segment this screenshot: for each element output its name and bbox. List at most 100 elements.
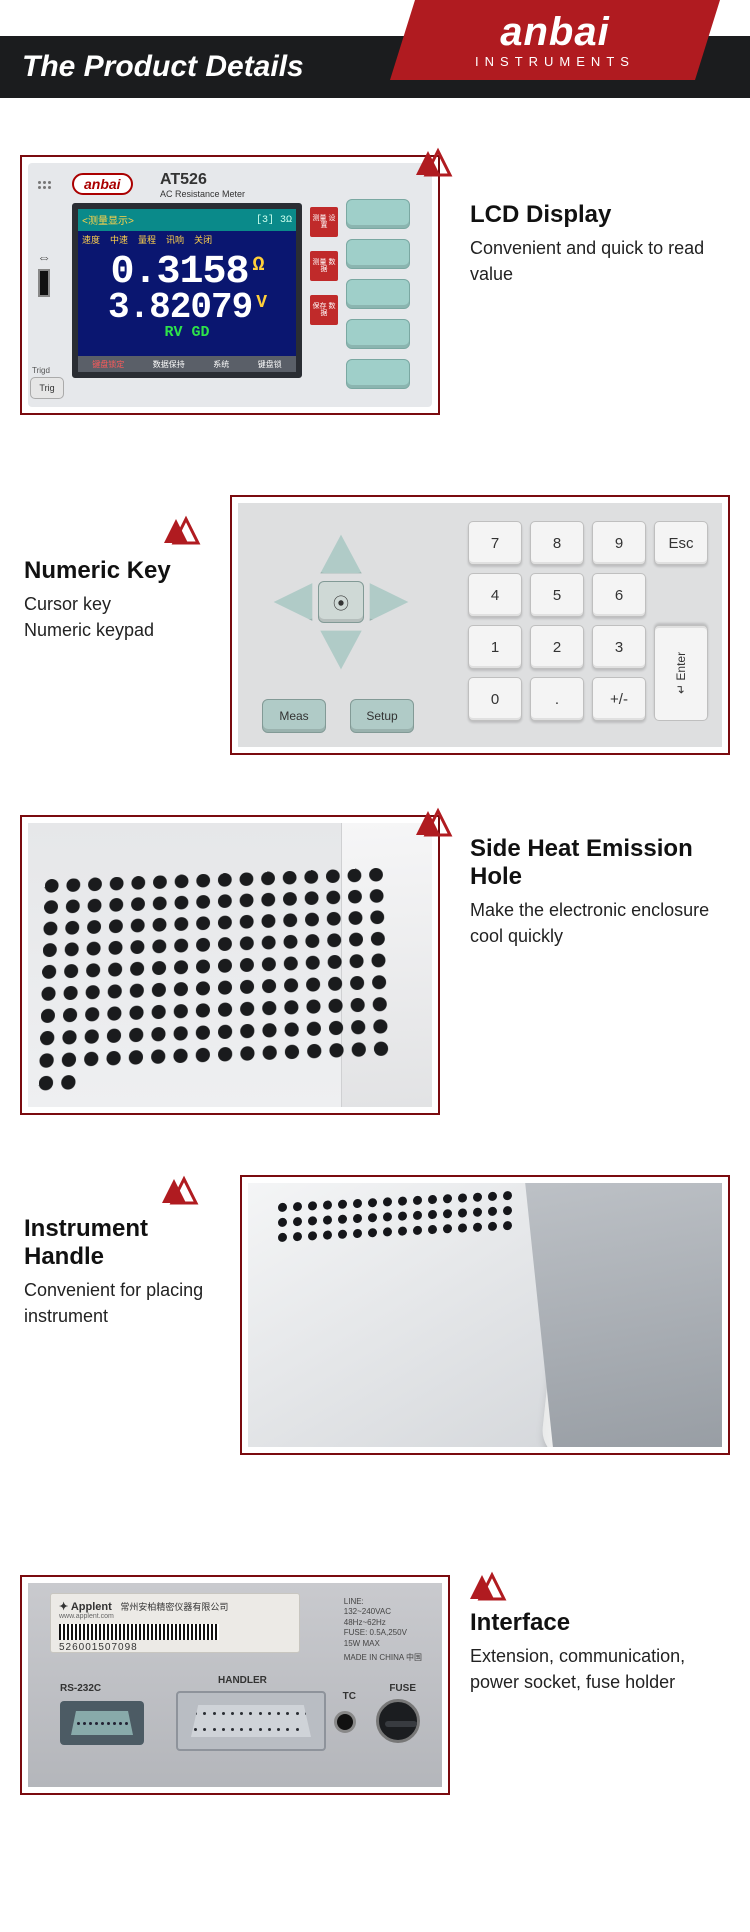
screen-bottom-bar: 键盘锁定 数据保持 系统 键盘锁 [78,356,296,372]
speaker-holes [38,181,51,189]
marker-icon [404,141,458,181]
header: The Product Details anbai INSTRUMENTS [0,0,750,105]
screen-params: 速度中速量程讯响关闭 [78,231,296,248]
marker-icon [458,1565,512,1605]
soft-button[interactable] [346,319,410,349]
numkey-0[interactable]: 0 [468,677,522,721]
numkey-6[interactable]: 6 [592,573,646,617]
numkey-8[interactable]: 8 [530,521,584,565]
handle-arm [540,1219,625,1447]
numpad: 789Esc 456 123↵ Enter 0.+/- [468,521,708,721]
screen-side-tags: 测量 设置测量 数据保存 数据 [310,207,338,325]
rs232-port [60,1701,144,1745]
soft-button[interactable] [346,279,410,309]
marker-icon [404,801,458,841]
arrow-left-button[interactable] [270,581,316,623]
numkey-4[interactable]: 4 [468,573,522,617]
numkey-1[interactable]: 1 [468,625,522,669]
side-tag: 测量 数据 [310,251,338,281]
numkey-2[interactable]: 2 [530,625,584,669]
caption-title: Interface [470,1609,732,1637]
section-heat: Side Heat Emission Hole Make the electro… [0,815,750,1175]
fuse-label: FUSE [389,1683,416,1694]
marker-icon [150,1169,204,1209]
usb-icon: ⇔ [30,249,58,265]
caption-body: Convenient and quick to read value [470,235,730,287]
db9-icon [71,1711,133,1735]
numkey-7[interactable]: 7 [468,521,522,565]
rear-panel: ✦ Applent 常州安柏精密仪器有限公司 www.applent.com 5… [28,1583,442,1787]
soft-buttons [346,199,410,389]
tc-jack [334,1711,356,1733]
numkey-+/-[interactable]: +/- [592,677,646,721]
section-lcd: anbai AT526 AC Resistance Meter ⇔ Trigd … [0,155,750,495]
brand-name: anbai [500,12,609,52]
soft-button[interactable] [346,359,410,389]
lcd-caption: LCD Display Convenient and quick to read… [470,201,730,287]
screen-range: [3] 3Ω [256,215,292,226]
numkey-9[interactable]: 9 [592,521,646,565]
arrow-right-button[interactable] [366,581,412,623]
soft-button[interactable] [346,199,410,229]
trig-label: Trigd [32,366,50,375]
nameplate-url: www.applent.com [59,1613,291,1620]
setup-button[interactable]: Setup [350,699,414,733]
numkey-3[interactable]: 3 [592,625,646,669]
page-title: The Product Details [22,50,304,84]
caption-title: Numeric Key [24,557,214,585]
handler-label: HANDLER [218,1675,267,1686]
numkey-.[interactable]: . [530,677,584,721]
arrow-up-button[interactable] [318,531,364,577]
caption-body: Make the electronic enclosure cool quick… [470,897,730,949]
vent-holes [39,868,392,1093]
caption-title: Instrument Handle [24,1215,234,1271]
arrow-center-button[interactable]: ⦿ [318,581,364,623]
interface-photo: ✦ Applent 常州安柏精密仪器有限公司 www.applent.com 5… [20,1575,450,1795]
handle-panel [248,1183,722,1447]
section-interface: ✦ Applent 常州安柏精密仪器有限公司 www.applent.com 5… [0,1575,750,1895]
nameplate-brand: ✦ Applent [59,1601,112,1613]
marker-icon [152,509,206,549]
section-numeric: Numeric Key Cursor keyNumeric keypad ⦿ M… [0,495,750,815]
section-handle: Instrument Handle Convenient for placing… [0,1175,750,1535]
tc-label: TC [343,1691,356,1702]
heat-photo [20,815,440,1115]
rs232-label: RS-232C [60,1683,101,1694]
lcd-screen: <测量显示> [3] 3Ω 速度中速量程讯响关闭 0.3158Ω 3.82079… [72,203,302,378]
handle-photo [240,1175,730,1455]
numkey-Esc[interactable]: Esc [654,521,708,565]
fuse-holder [376,1699,420,1743]
brand-badge: anbai INSTRUMENTS [390,0,720,80]
handle-caption: Instrument Handle Convenient for placing… [24,1215,234,1329]
nameplate: ✦ Applent 常州安柏精密仪器有限公司 www.applent.com 5… [50,1593,300,1653]
numeric-photo: ⦿ Meas Setup 789Esc 456 123↵ Enter 0.+/- [230,495,730,755]
serial-number: 526001507098 [59,1642,291,1653]
caption-title: LCD Display [470,201,730,229]
numkey-↵ Enter[interactable]: ↵ Enter [654,625,708,721]
caption-body: Extension, communication, power socket, … [470,1643,732,1695]
device-face: anbai AT526 AC Resistance Meter ⇔ Trigd … [28,163,432,407]
caption-body: Cursor keyNumeric keypad [24,591,214,643]
device-model: AT526 [160,171,207,189]
soft-button[interactable] [346,239,410,269]
power-specs: LINE:132~240VAC48Hz~62HzFUSE: 0.5A,250V1… [344,1597,422,1663]
nameplate-company: 常州安柏精密仪器有限公司 [120,1602,228,1612]
interface-caption: Interface Extension, communication, powe… [470,1609,732,1695]
dpad: ⦿ [276,537,406,667]
keypad-face: ⦿ Meas Setup 789Esc 456 123↵ Enter 0.+/- [238,503,722,747]
usb-slot [38,269,50,297]
caption-body: Convenient for placing instrument [24,1277,234,1329]
numkey-5[interactable]: 5 [530,573,584,617]
kb-lock: 键盘锁定 [92,359,124,370]
handler-port [176,1691,326,1751]
trig-button[interactable]: Trig [30,377,64,399]
meas-button[interactable]: Meas [262,699,326,733]
screen-top-bar: <测量显示> [3] 3Ω [78,209,296,231]
barcode [59,1624,219,1640]
caption-title: Side Heat Emission Hole [470,835,730,891]
arrow-down-button[interactable] [318,627,364,673]
device-model-sub: AC Resistance Meter [160,189,245,199]
side-tag: 保存 数据 [310,295,338,325]
heat-caption: Side Heat Emission Hole Make the electro… [470,835,730,949]
reading-volt: 3.82079V [78,287,296,328]
